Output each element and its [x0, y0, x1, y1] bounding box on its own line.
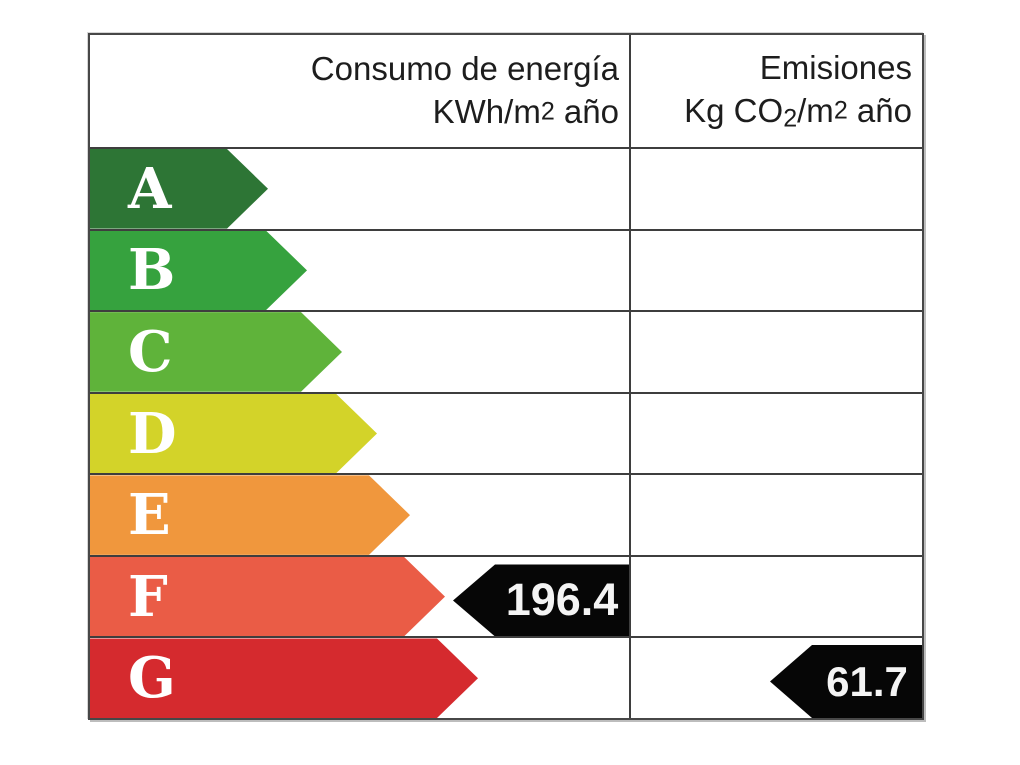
rating-letter-b: B — [128, 237, 176, 304]
table-header: Consumo de energía KWh/m2 año Emisiones … — [90, 35, 922, 149]
emissions-unit: Kg CO2/m2 año — [684, 91, 912, 133]
rating-row-c-consumption-cell: C — [90, 312, 631, 392]
emissions-value-arrow: 61.7 — [770, 645, 922, 719]
rating-row-a-consumption-cell: A — [90, 149, 631, 229]
rating-row-f: F 196.4 — [90, 556, 922, 639]
rating-row-b: B — [90, 230, 922, 313]
emissions-title: Emisiones — [759, 49, 912, 86]
rating-row-c-emissions-cell — [631, 312, 922, 392]
rating-letter-f: F — [128, 563, 168, 630]
consumption-unit: KWh/m2 año — [432, 93, 619, 130]
rating-arrow-b: B — [90, 231, 307, 311]
rating-arrow-d: D — [90, 394, 377, 474]
consumption-value: 196.4 — [505, 574, 619, 626]
rating-row-g-emissions-cell: 61.7 — [631, 638, 922, 719]
rating-row-g: G 61.7 — [90, 638, 922, 719]
rating-row-b-consumption-cell: B — [90, 230, 631, 311]
rating-row-b-emissions-cell — [631, 231, 922, 311]
emissions-column-header: Emisiones Kg CO2/m2 año — [631, 35, 922, 147]
rating-row-e-consumption-cell: E — [90, 475, 631, 555]
rating-row-f-emissions-cell — [631, 557, 922, 637]
rating-row-e-emissions-cell — [631, 475, 922, 555]
rating-arrow-e: E — [90, 475, 410, 555]
energy-rating-table: Consumo de energía KWh/m2 año Emisiones … — [88, 33, 924, 720]
emissions-value: 61.7 — [826, 657, 908, 705]
rating-letter-c: C — [128, 318, 173, 385]
rating-row-d-consumption-cell: D — [90, 393, 631, 474]
rating-row-a-emissions-cell — [631, 149, 922, 229]
rating-row-c: C — [90, 312, 922, 394]
consumption-column-header: Consumo de energía KWh/m2 año — [90, 35, 631, 147]
rating-row-d-emissions-cell — [631, 394, 922, 474]
consumption-value-arrow: 196.4 — [453, 564, 629, 637]
consumption-title: Consumo de energía — [310, 50, 619, 88]
rating-row-f-consumption-cell: F 196.4 — [90, 556, 631, 637]
rating-letter-a: A — [128, 155, 172, 222]
rating-row-a: A — [90, 149, 922, 231]
rating-row-e: E — [90, 475, 922, 557]
rating-arrow-a: A — [90, 149, 268, 229]
rating-letter-g: G — [128, 645, 176, 712]
rating-row-g-consumption-cell: G — [90, 638, 631, 719]
rating-letter-e: E — [128, 482, 171, 549]
rating-row-d: D — [90, 393, 922, 476]
rating-arrow-f: F — [90, 557, 445, 637]
rating-arrow-g: G — [90, 638, 478, 718]
rating-arrow-c: C — [90, 312, 342, 392]
rating-letter-d: D — [128, 400, 177, 467]
